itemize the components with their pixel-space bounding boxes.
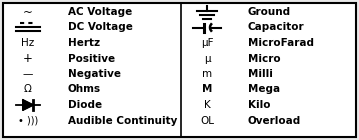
Text: Positive: Positive xyxy=(68,53,115,64)
Text: —: — xyxy=(23,69,33,79)
Text: m: m xyxy=(202,69,212,79)
Text: Overload: Overload xyxy=(248,116,301,125)
Text: • ))): • ))) xyxy=(18,116,38,125)
Text: M: M xyxy=(202,85,212,95)
Text: +: + xyxy=(23,52,33,65)
Text: Negative: Negative xyxy=(68,69,121,79)
Text: Hertz: Hertz xyxy=(68,38,100,48)
Text: μF: μF xyxy=(201,38,213,48)
Text: Capacitor: Capacitor xyxy=(248,23,305,32)
Text: Ground: Ground xyxy=(248,7,291,17)
Text: DC Voltage: DC Voltage xyxy=(68,23,133,32)
Text: Audible Continuity: Audible Continuity xyxy=(68,116,177,125)
Text: MicroFarad: MicroFarad xyxy=(248,38,314,48)
Text: μ: μ xyxy=(204,53,210,64)
Text: OL: OL xyxy=(200,116,214,125)
Text: Milli: Milli xyxy=(248,69,273,79)
Text: Mega: Mega xyxy=(248,85,280,95)
Text: Diode: Diode xyxy=(68,100,102,110)
Text: Hz: Hz xyxy=(22,38,34,48)
Text: Kilo: Kilo xyxy=(248,100,270,110)
Polygon shape xyxy=(23,100,33,110)
Text: K: K xyxy=(204,100,210,110)
Text: AC Voltage: AC Voltage xyxy=(68,7,132,17)
Text: Ω: Ω xyxy=(24,85,32,95)
Text: Ohms: Ohms xyxy=(68,85,101,95)
Text: ~: ~ xyxy=(23,5,33,18)
Text: Micro: Micro xyxy=(248,53,281,64)
